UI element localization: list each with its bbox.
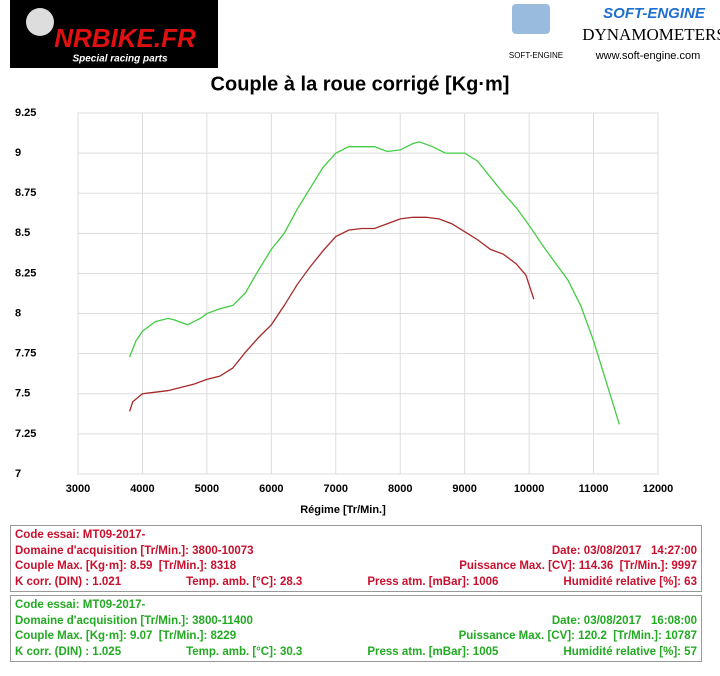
run-line: Couple Max. [Kg·m]: 8.59 [Tr/Min.]: 8318… — [15, 559, 697, 575]
product: DYNAMOMETERS — [582, 25, 720, 44]
helmet — [26, 8, 54, 36]
y-tick-label: 7.75 — [15, 348, 36, 360]
run-field: K corr. (DIN) : 1.025 — [15, 645, 122, 658]
brand-svg: NRBIKE.FR Special racing parts — [26, 8, 196, 65]
x-tick-label: 12000 — [643, 483, 674, 495]
vendor-icon — [512, 4, 550, 34]
plot-area — [77, 112, 659, 475]
run-field: Puissance Max. [CV]: 120.2 [Tr/Min.]: 10… — [458, 630, 697, 642]
y-tick-label: 7.25 — [15, 428, 36, 440]
run-field: Couple Max. [Kg·m]: 8.59 [Tr/Min.]: 8318 — [15, 560, 237, 572]
run-field: Code essai: MT09-2017- — [15, 599, 146, 611]
run-field: Humidité relative [%]: 63 — [563, 575, 697, 588]
y-tick-label: 9.25 — [15, 107, 36, 119]
x-tick-label: 7000 — [324, 483, 348, 495]
y-tick-label: 8.5 — [15, 227, 30, 239]
run-line: Domaine d'acquisition [Tr/Min.]: 3800-10… — [15, 544, 697, 560]
x-tick-label: 8000 — [388, 483, 412, 495]
run-line: K corr. (DIN) : 1.021 Temp. amb. [°C]: 28… — [15, 575, 697, 591]
vendor-small: SOFT-ENGINE — [509, 51, 563, 60]
run-field: Press atm. [mBar]: 1006 — [367, 575, 499, 588]
chart-title: Couple à la roue corrigé [Kg·m] — [211, 73, 510, 95]
tagline: Special racing parts — [72, 54, 167, 65]
url: www.soft-engine.com — [595, 50, 701, 62]
x-tick-label: 6000 — [259, 483, 283, 495]
run-field: Code essai: MT09-2017- — [15, 529, 146, 541]
run-line: Code essai: MT09-2017- — [15, 528, 697, 544]
x-tick-label: 3000 — [66, 483, 90, 495]
y-tick-label: 7 — [15, 468, 21, 480]
run-field: Temp. amb. [°C]: 30.3 — [186, 645, 303, 658]
x-axis-title: Régime [Tr/Min.] — [300, 504, 386, 516]
run-field: Temp. amb. [°C]: 28.3 — [186, 575, 303, 588]
line — [128, 141, 620, 425]
x-tick-label: 10000 — [514, 483, 545, 495]
run-field: Humidité relative [%]: 57 — [563, 645, 697, 658]
y-tick-label: 7.5 — [15, 388, 30, 400]
y-tick-label: 8.75 — [15, 187, 36, 199]
run-field: K corr. (DIN) : 1.021 — [15, 575, 122, 588]
run-field: Domaine d'acquisition [Tr/Min.]: 3800-10… — [15, 544, 254, 557]
run-field: Couple Max. [Kg·m]: 9.07 [Tr/Min.]: 8229 — [15, 630, 237, 642]
x-tick-label: 11000 — [579, 483, 609, 495]
x-tick-label: 4000 — [130, 483, 154, 495]
run-field: Puissance Max. [CV]: 114.36 [Tr/Min.]: 9… — [459, 560, 697, 572]
y-tick-label: 9 — [15, 147, 21, 159]
brand: NRBIKE.FR — [54, 23, 196, 53]
run-line: K corr. (DIN) : 1.025 Temp. amb. [°C]: 30… — [15, 645, 697, 661]
brand-logo: NRBIKE.FR Special racing parts — [10, 0, 218, 68]
run-field: Date: 03/08/2017 14:27:00 — [551, 544, 697, 557]
run-field: Date: 03/08/2017 16:08:00 — [551, 614, 697, 627]
y-tick-label: 8 — [15, 307, 21, 319]
run-line: Couple Max. [Kg·m]: 9.07 [Tr/Min.]: 8229… — [15, 629, 697, 645]
run-box: Code essai: MT09-2017- Domaine d'acquisit… — [10, 595, 702, 662]
run-line: Domaine d'acquisition [Tr/Min.]: 3800-11… — [15, 614, 697, 630]
run-field: Press atm. [mBar]: 1005 — [367, 645, 499, 658]
run-line: Code essai: MT09-2017- — [15, 598, 697, 614]
run-field: Domaine d'acquisition [Tr/Min.]: 3800-11… — [15, 614, 253, 627]
run-box: Code essai: MT09-2017- Domaine d'acquisit… — [10, 525, 702, 592]
vendor: SOFT-ENGINE — [603, 5, 706, 22]
x-tick-label: 5000 — [195, 483, 219, 495]
x-tick-label: 9000 — [452, 483, 476, 495]
y-tick-label: 8.25 — [15, 267, 36, 279]
vendor-logo: SOFT-ENGINE DYNAMOMETERS SOFT-ENGINE www… — [509, 4, 720, 62]
chart: Couple à la roue corrigé [Kg·m] Régime [… — [15, 73, 674, 516]
line — [128, 216, 535, 412]
